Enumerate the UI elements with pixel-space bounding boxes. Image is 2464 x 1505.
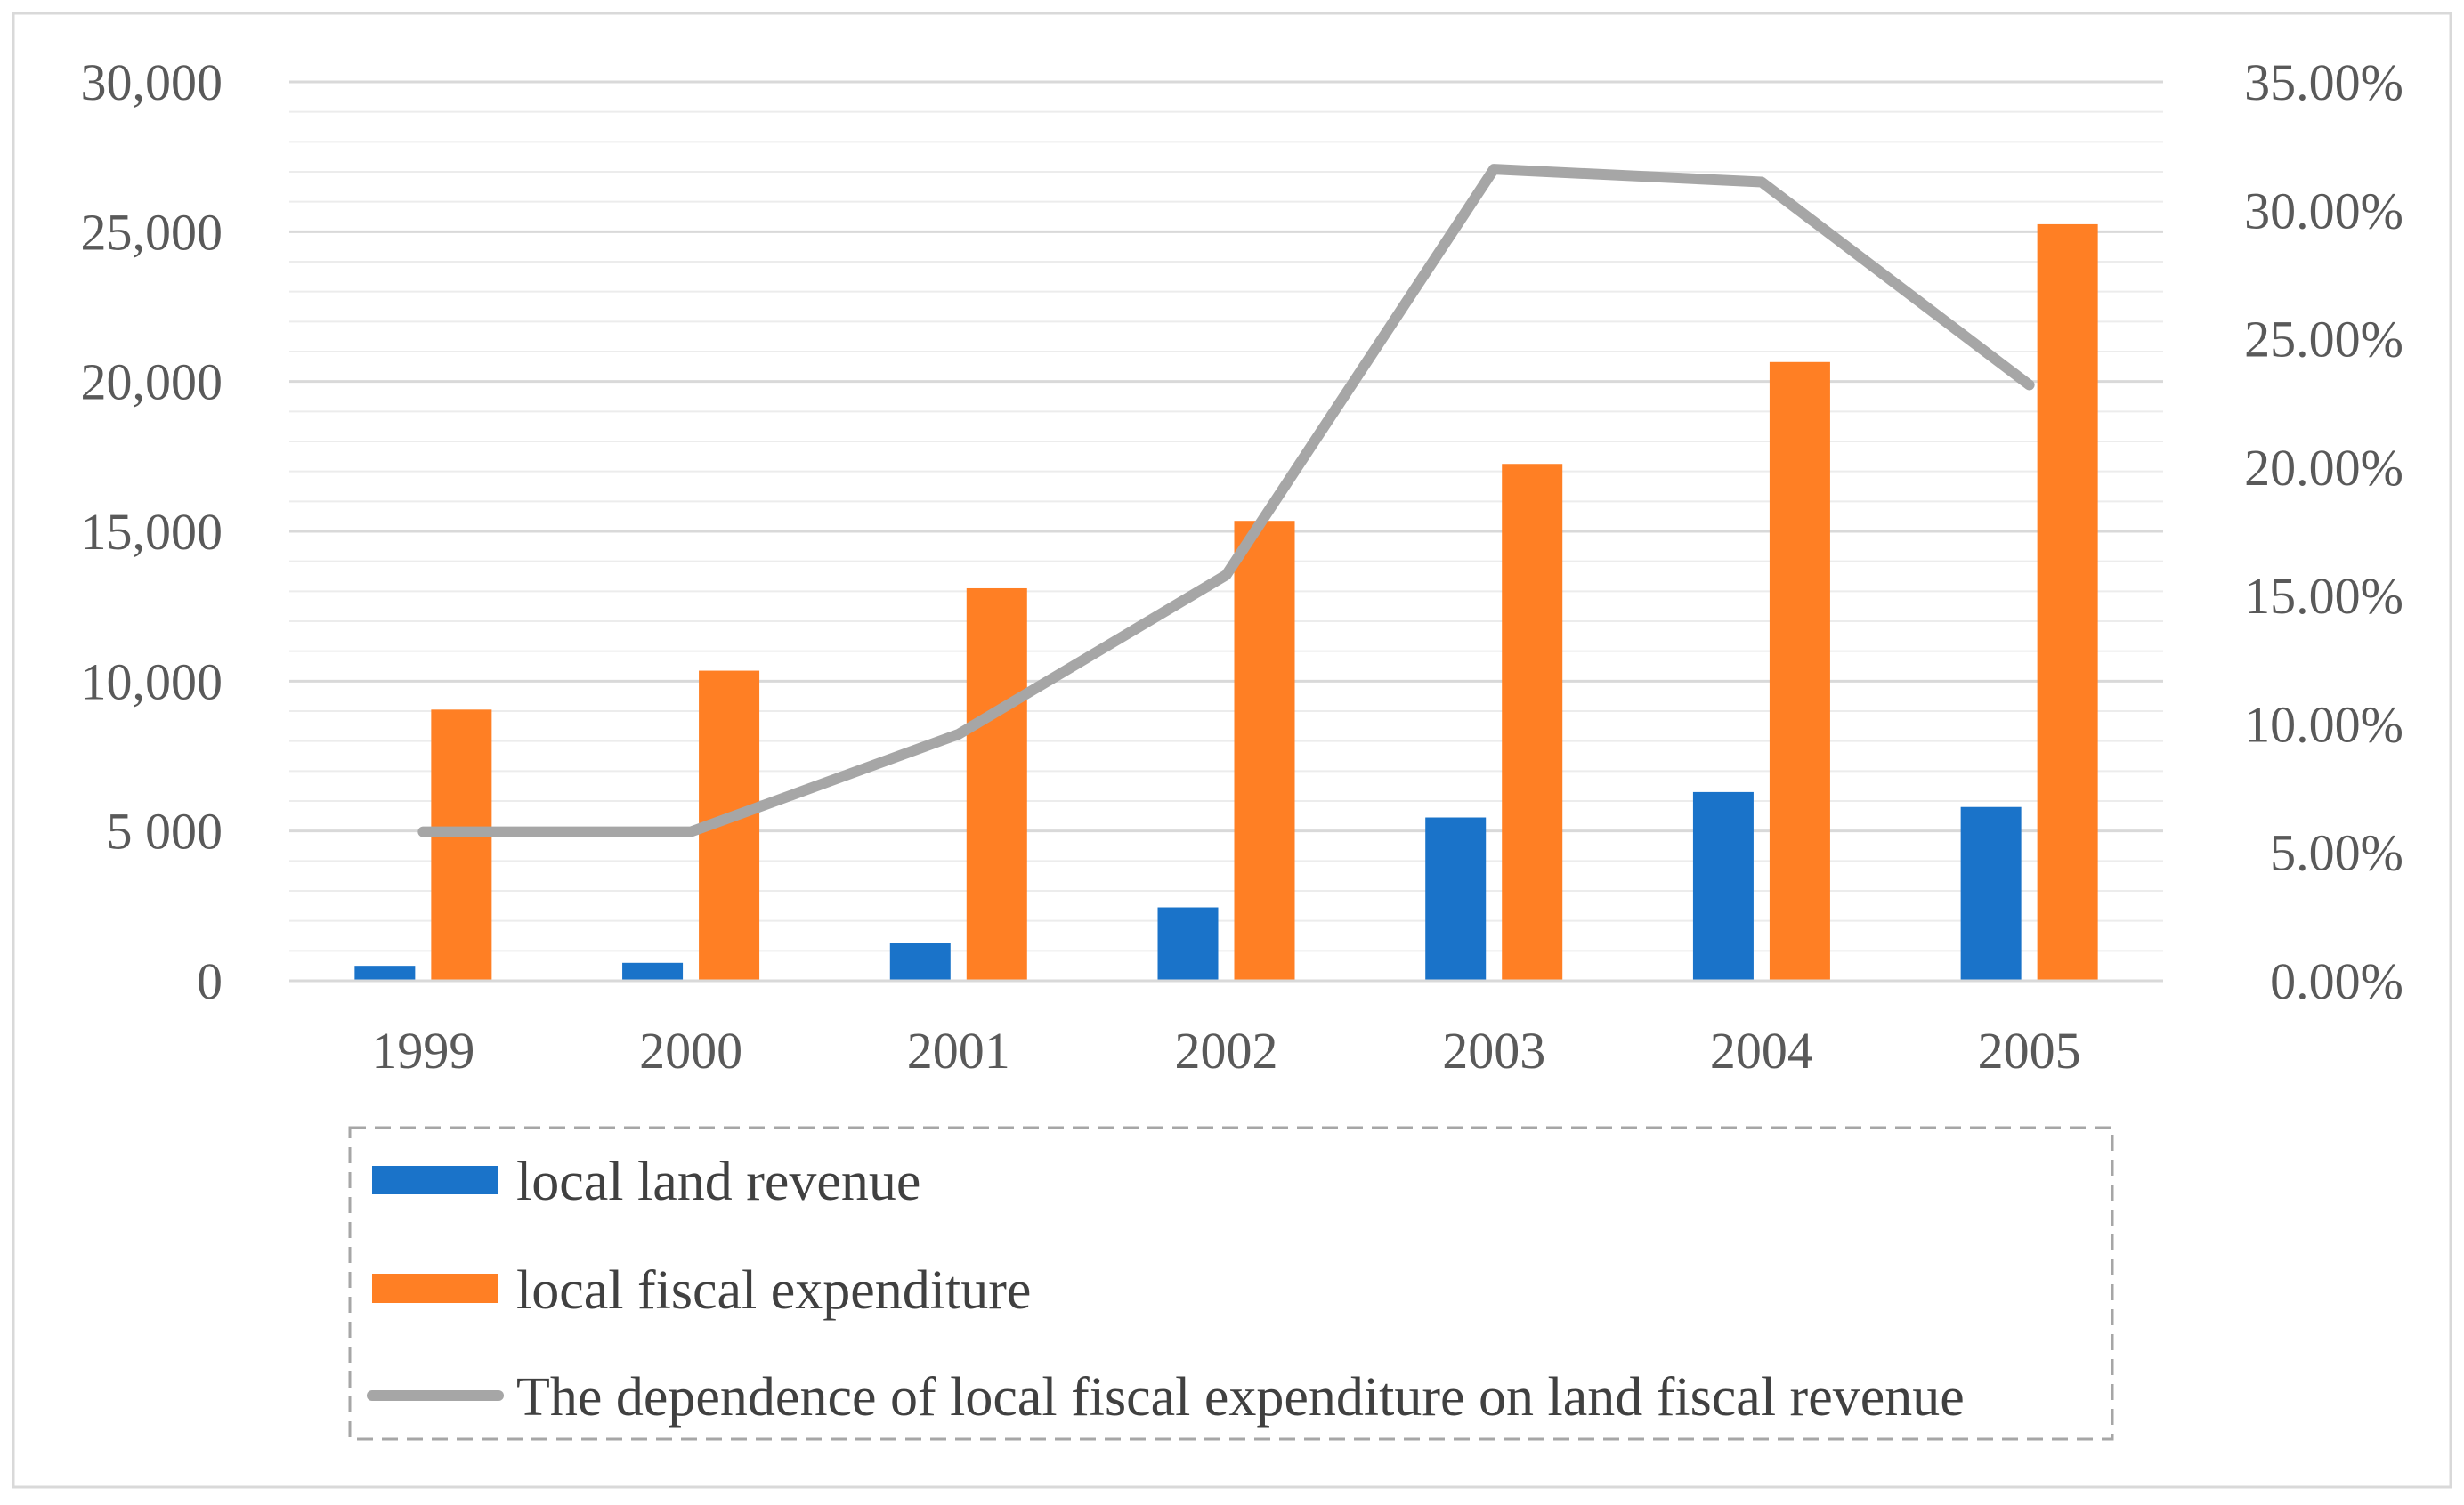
bar-land-revenue	[1425, 817, 1487, 981]
bar-fiscal-expenditure	[966, 587, 1027, 981]
legend-label: local land revenue	[516, 1152, 920, 1212]
bar-land-revenue	[1960, 806, 2022, 981]
legend-box	[348, 1126, 2114, 1441]
dependence-line-series	[417, 164, 2035, 837]
y-left-tick-label: 10,000	[81, 652, 223, 710]
y-right-tick-label: 35.00%	[2244, 53, 2403, 111]
bar-land-revenue	[1692, 791, 1754, 981]
bar-fiscal-expenditure	[431, 709, 492, 981]
x-tick-label: 2000	[639, 1022, 742, 1080]
legend-swatch	[372, 1166, 498, 1194]
dependence-point	[422, 830, 425, 833]
x-tick-label: 2001	[907, 1022, 1010, 1080]
y-left-tick-label: 15,000	[81, 503, 223, 561]
y-right-tick-label: 0.00%	[2270, 952, 2403, 1010]
y-left-tick-label: 20,000	[81, 353, 223, 411]
bar-fiscal-expenditure	[1769, 361, 1830, 981]
x-tick-label: 2004	[1710, 1022, 1813, 1080]
y-left-tick-label: 30,000	[81, 53, 223, 111]
y-left-tick-label: 25,000	[81, 203, 223, 261]
dependence-point	[2028, 384, 2030, 386]
y-right-tick-label: 20.00%	[2244, 439, 2403, 497]
y-axis-right: 0.00% 5.00% 10.00% 15.00% 20.00% 25.00% 30.00%…	[2244, 53, 2403, 1010]
bars	[354, 223, 2098, 981]
dependence-point	[1760, 181, 1763, 183]
x-axis: 1999 2000 2001 2002 2003 2004 2005	[371, 1022, 2080, 1080]
x-tick-label: 2005	[1978, 1022, 2081, 1080]
dependence-point	[690, 830, 693, 833]
y-left-tick-label: 0	[197, 952, 223, 1010]
x-tick-label: 2002	[1175, 1022, 1278, 1080]
bar-land-revenue	[354, 966, 416, 981]
legend-swatch	[372, 1274, 498, 1303]
y-right-tick-label: 15.00%	[2244, 567, 2403, 625]
dependence-point	[1493, 168, 1495, 171]
legend: local land revenue local fiscal expenditu…	[348, 1126, 2114, 1441]
bar-land-revenue	[1157, 907, 1219, 981]
bar-land-revenue	[622, 962, 684, 981]
bar-fiscal-expenditure	[1502, 464, 1563, 981]
x-tick-label: 1999	[371, 1022, 474, 1080]
dependence-point	[957, 732, 960, 735]
bar-land-revenue	[889, 943, 951, 981]
x-tick-label: 2003	[1442, 1022, 1545, 1080]
y-axis-left: 0 5 000 10,000 15,000 20,000 25,000 30,000	[81, 53, 223, 1010]
legend-label: The dependence of local fiscal expenditu…	[516, 1367, 1965, 1428]
y-right-tick-label: 5.00%	[2270, 824, 2403, 882]
y-right-tick-label: 30.00%	[2244, 182, 2403, 239]
y-right-tick-label: 25.00%	[2244, 311, 2403, 368]
y-left-tick-label: 5 000	[107, 803, 223, 861]
gridlines	[289, 80, 2163, 952]
bar-fiscal-expenditure	[1234, 521, 1295, 981]
y-right-tick-label: 10.00%	[2244, 695, 2403, 753]
dependence-point	[1225, 574, 1228, 577]
legend-label: local fiscal expenditure	[516, 1260, 1031, 1321]
bar-fiscal-expenditure	[2037, 223, 2098, 981]
